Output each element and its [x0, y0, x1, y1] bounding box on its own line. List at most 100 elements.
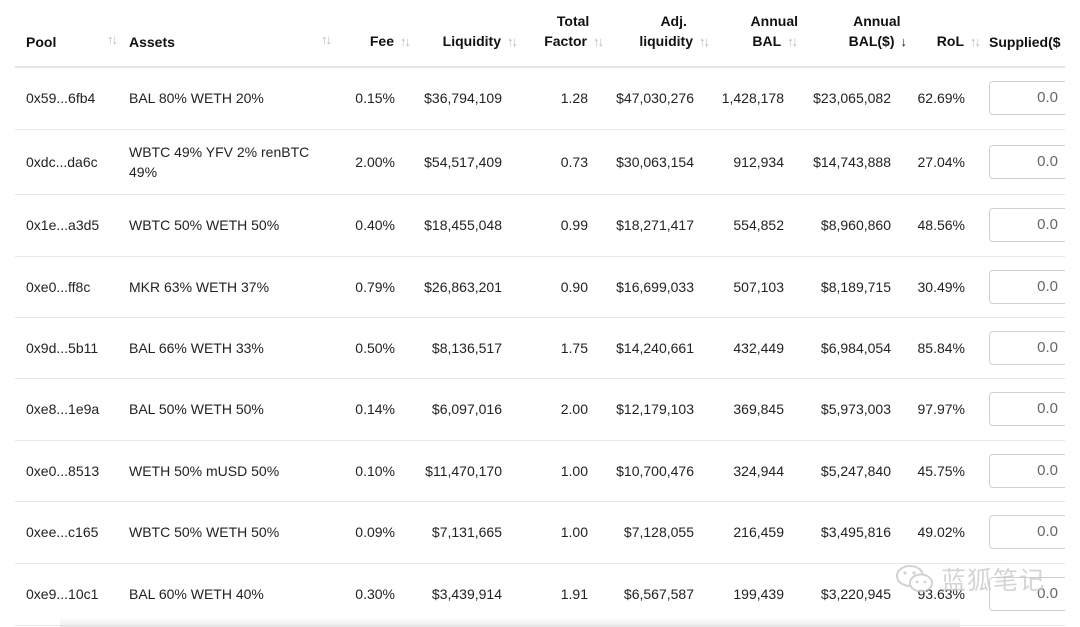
cell-fee: 2.00%: [355, 153, 395, 170]
table-row[interactable]: 0xe9...10c1 BAL 60% WETH 40% 0.30% $3,439,9…: [15, 563, 1065, 626]
cell-annual-bal-usd: $3,220,945: [820, 586, 891, 602]
header-fee-label: Fee: [369, 32, 394, 49]
cell-adj-liquidity: $12,179,103: [616, 401, 694, 417]
supplied-input[interactable]: 0.0: [989, 515, 1065, 549]
supplied-input[interactable]: 0.0: [989, 392, 1065, 426]
cell-total-factor: 1.91: [560, 586, 588, 602]
cell-pool[interactable]: 0xe0...ff8c: [26, 278, 91, 295]
cell-annual-bal: 216,459: [733, 524, 784, 540]
cell-liquidity: $26,863,201: [424, 278, 502, 295]
table-row[interactable]: 0xdc...da6c WBTC 49% YFV 2% renBTC 49% 2.0…: [15, 129, 1065, 195]
cell-liquidity: $6,097,016: [431, 401, 502, 417]
cell-rol: 27.04%: [917, 153, 965, 170]
header-annual-bal-usd-label: BAL($): [848, 32, 895, 49]
table-row[interactable]: 0xe0...ff8c MKR 63% WETH 37% 0.79% $26,863,…: [15, 256, 1065, 318]
cell-total-factor: 2.00: [560, 401, 588, 417]
cell-liquidity: $18,455,048: [424, 217, 502, 233]
cell-fee: 0.79%: [355, 278, 395, 295]
header-annual-bal[interactable]: Annual BAL ↑↓: [750, 11, 799, 52]
cell-pool[interactable]: 0x59...6fb4: [26, 90, 96, 106]
supplied-input[interactable]: 0.0: [989, 145, 1065, 179]
watermark-text: 蓝狐笔记: [941, 566, 1046, 595]
sort-icon[interactable]: ↑↓: [507, 34, 518, 49]
sort-icon[interactable]: ↑↓: [699, 34, 710, 49]
supplied-input[interactable]: 0.0: [989, 270, 1065, 304]
cell-annual-bal-usd: $14,743,888: [813, 153, 891, 170]
sort-icon[interactable]: ↑↓: [970, 34, 981, 49]
pools-table: Pool ↑↓ Assets ↑↓ Fee ↑↓ Liquidity ↑↓ Total Facto…: [15, 0, 1065, 627]
cell-adj-liquidity: $10,700,476: [616, 462, 694, 479]
wechat-icon: [896, 565, 933, 593]
supplied-input[interactable]: 0.0: [989, 331, 1065, 365]
sort-icon[interactable]: ↑↓: [321, 32, 332, 47]
header-assets[interactable]: Assets ↑↓: [129, 32, 332, 52]
cell-rol: 97.97%: [917, 401, 965, 417]
cell-fee: 0.50%: [355, 339, 395, 356]
cell-assets: WBTC 50% WETH 50%: [129, 217, 280, 233]
cell-rol: 93.63%: [917, 586, 965, 602]
cell-annual-bal-usd: $5,973,003: [820, 401, 891, 417]
cell-adj-liquidity: $7,128,055: [623, 524, 694, 540]
sort-icon[interactable]: ↑↓: [107, 32, 118, 47]
header-total-factor-label: Factor: [544, 32, 587, 49]
cell-annual-bal: 507,103: [733, 278, 784, 295]
cell-rol: 45.75%: [917, 462, 965, 479]
cell-assets: BAL 66% WETH 33%: [129, 339, 264, 356]
header-liquidity[interactable]: Liquidity ↑↓: [443, 31, 518, 52]
supplied-input[interactable]: 0.0: [989, 208, 1065, 242]
header-assets-label: Assets: [129, 34, 175, 50]
cell-annual-bal: 554,852: [733, 217, 784, 233]
cell-annual-bal-usd: $8,189,715: [820, 278, 891, 295]
header-total-factor[interactable]: Total Factor ↑↓: [544, 11, 604, 52]
cell-adj-liquidity: $16,699,033: [616, 278, 694, 295]
cell-pool[interactable]: 0xee...c165: [26, 524, 99, 540]
cell-total-factor: 0.99: [560, 217, 588, 233]
table-row[interactable]: 0xe8...1e9a BAL 50% WETH 50% 0.14% $6,097,0…: [15, 378, 1065, 441]
cell-annual-bal: 369,845: [733, 401, 784, 417]
supplied-input[interactable]: 0.0: [989, 577, 1065, 611]
cell-adj-liquidity: $14,240,661: [616, 339, 694, 356]
sort-icon[interactable]: ↑↓: [400, 34, 411, 49]
cell-fee: 0.14%: [355, 401, 395, 417]
cell-adj-liquidity: $6,567,587: [623, 586, 694, 602]
table-row[interactable]: 0x59...6fb4 BAL 80% WETH 20% 0.15% $36,794,…: [15, 67, 1065, 130]
header-fee[interactable]: Fee ↑↓: [369, 31, 411, 52]
table-row[interactable]: 0xe0...8513 WETH 50% mUSD 50% 0.10% $11,470…: [15, 440, 1065, 502]
cell-pool[interactable]: 0xe8...1e9a: [26, 401, 100, 417]
cell-pool[interactable]: 0x1e...a3d5: [26, 217, 100, 233]
header-total-factor-label: Total: [556, 12, 590, 29]
cell-pool[interactable]: 0xe0...8513: [26, 462, 100, 479]
cell-assets: WETH 50% mUSD 50%: [129, 462, 280, 479]
cell-assets: BAL 60% WETH 40%: [129, 586, 264, 602]
cell-total-factor: 1.28: [560, 90, 588, 106]
supplied-input[interactable]: 0.0: [989, 81, 1065, 115]
cell-annual-bal: 1,428,178: [721, 90, 784, 106]
header-annual-bal-label: Annual: [750, 12, 798, 29]
cell-pool[interactable]: 0xe9...10c1: [26, 586, 99, 602]
cell-pool[interactable]: 0x9d...5b11: [26, 339, 99, 356]
cell-rol: 48.56%: [917, 217, 965, 233]
header-rol[interactable]: RoL ↑↓: [937, 31, 981, 52]
cell-pool[interactable]: 0xdc...da6c: [26, 153, 98, 170]
cell-annual-bal: 199,439: [733, 586, 784, 602]
sort-descending-icon[interactable]: ↓: [900, 34, 907, 49]
table-row[interactable]: 0x1e...a3d5 WBTC 50% WETH 50% 0.40% $18,455…: [15, 194, 1065, 257]
header-annual-bal-usd-label: Annual: [853, 12, 901, 29]
table-row[interactable]: 0x9d...5b11 BAL 66% WETH 33% 0.50% $8,136,5…: [15, 317, 1065, 379]
cell-annual-bal: 912,934: [733, 153, 784, 170]
header-pool[interactable]: Pool ↑↓: [26, 32, 118, 52]
header-adj-liquidity[interactable]: Adj. liquidity ↑↓: [639, 11, 710, 52]
cell-rol: 49.02%: [917, 524, 965, 540]
supplied-input[interactable]: 0.0: [989, 454, 1065, 488]
cell-annual-bal-usd: $8,960,860: [820, 217, 891, 233]
cell-assets: WBTC 49% YFV 2% renBTC 49%: [129, 143, 310, 180]
header-supplied[interactable]: Supplied($: [989, 32, 1061, 52]
cell-liquidity: $7,131,665: [431, 524, 502, 540]
sort-icon[interactable]: ↑↓: [787, 34, 798, 49]
cell-adj-liquidity: $47,030,276: [616, 90, 694, 106]
cell-total-factor: 1.00: [560, 462, 588, 479]
header-pool-label: Pool: [26, 34, 57, 50]
sort-icon[interactable]: ↑↓: [593, 34, 604, 49]
table-row[interactable]: 0xee...c165 WBTC 50% WETH 50% 0.09% $7,131,…: [15, 501, 1065, 564]
header-annual-bal-usd[interactable]: Annual BAL($) ↓: [848, 11, 907, 52]
